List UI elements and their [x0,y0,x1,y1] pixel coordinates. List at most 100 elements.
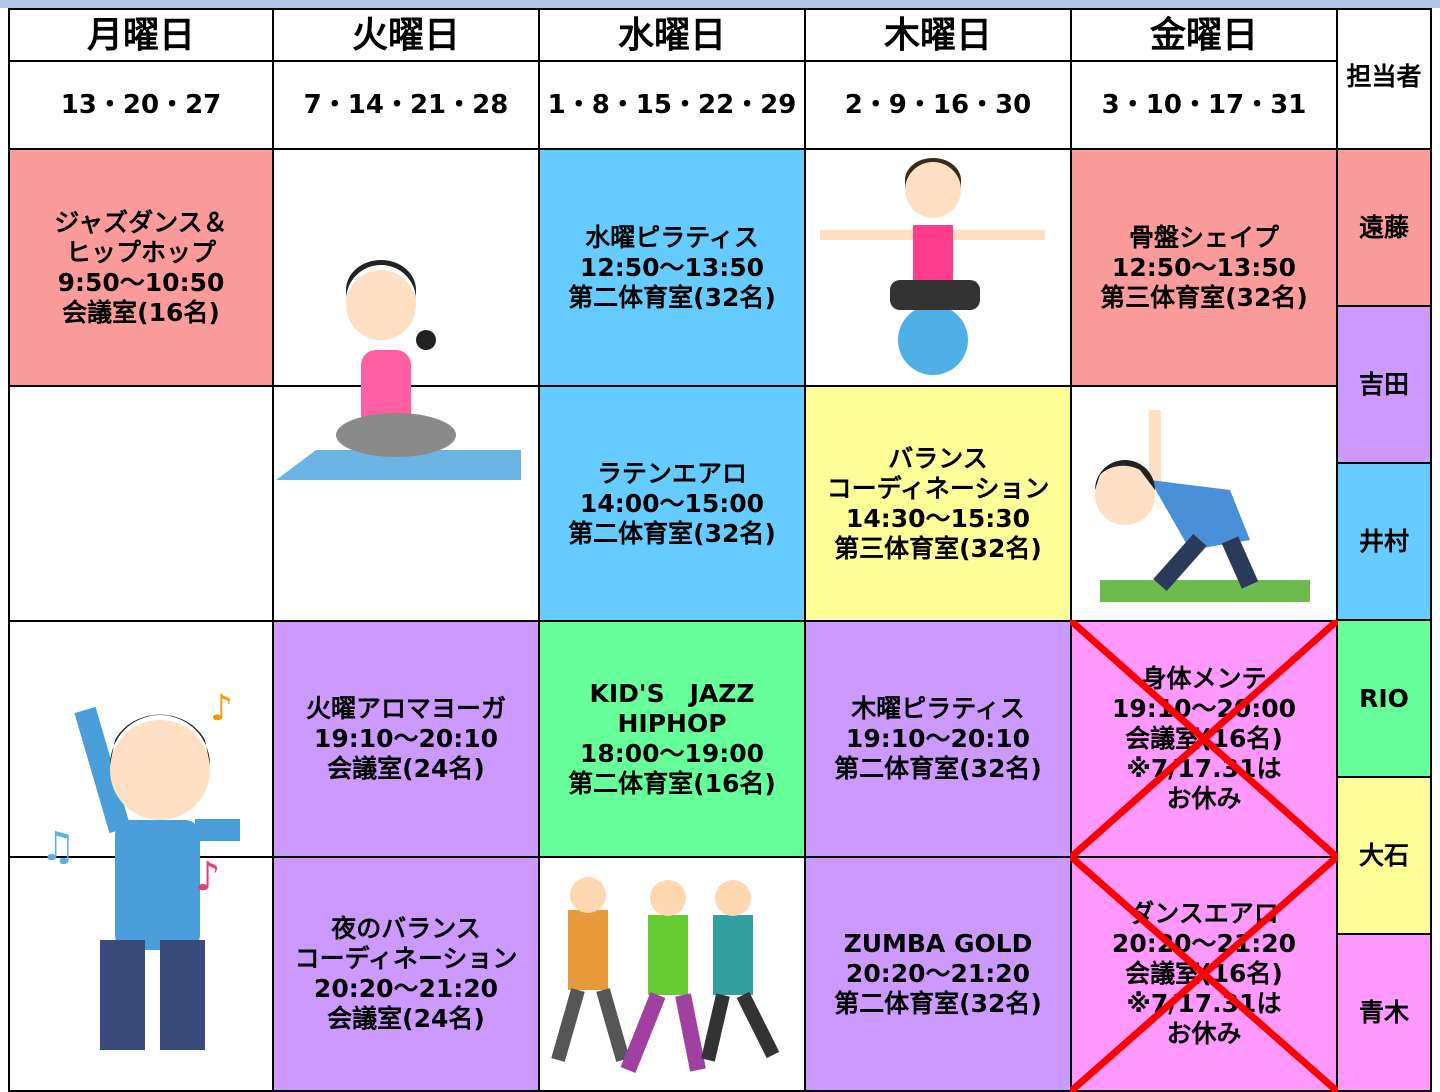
class-cell: 身体メンテ 19:10～20:00 会議室(16名) ※7/17.31は お休み [1070,620,1338,858]
class-text: ダンスエアロ [1129,899,1279,928]
empty-cell [538,856,806,1092]
staff-name: 遠藤 [1358,212,1409,242]
class-text: 14:00～15:00 [579,488,765,518]
staff-name: 青木 [1358,997,1409,1027]
staff-header: 担当者 [1336,8,1432,150]
class-text: 木曜ピラティス [851,694,1025,723]
day-label: 水曜日 [617,15,726,56]
day-header: 水曜日 [538,8,806,64]
class-cell: ZUMBA GOLD 20:20～21:20 第二体育室(32名) [804,856,1072,1092]
empty-cell [804,148,1072,387]
class-text: ラテンエアロ [596,458,747,488]
class-cell: 木曜ピラティス 19:10～20:10 第二体育室(32名) [804,620,1072,858]
staff-name: 大石 [1358,840,1409,870]
staff-name: 井村 [1358,526,1409,556]
empty-cell [272,148,540,387]
class-text: 会議室(16名) [1125,724,1283,753]
class-text: 18:00～19:00 [579,739,765,768]
day-header: 金曜日 [1070,8,1338,64]
day-label: 木曜日 [883,15,992,56]
empty-cell [8,385,274,622]
class-text: コーディネーション [294,944,518,973]
class-cell: 夜のバランス コーディネーション 20:20～21:20 会議室(24名) [272,856,540,1092]
date-label: 7・14・21・28 [303,90,509,120]
class-text: 第二体育室(32名) [568,282,776,312]
class-text: 身体メンテ [1141,664,1267,693]
date-cell: 1・8・15・22・29 [538,60,806,150]
class-text: 第二体育室(32名) [568,518,776,548]
class-text: ジャズダンス＆ [54,207,228,237]
empty-cell [272,385,540,622]
date-cell: 13・20・27 [8,60,274,150]
staff-cell: 遠藤 [1336,148,1432,307]
staff-cell: 青木 [1336,933,1432,1092]
date-label: 3・10・17・31 [1101,90,1307,120]
day-header: 火曜日 [272,8,540,64]
class-text: 9:50～10:50 [57,267,225,297]
class-text: 会議室(16名) [1125,959,1283,988]
class-text: 第二体育室(16名) [568,769,776,798]
class-text: 第三体育室(32名) [1100,282,1308,312]
class-cell: 火曜アロマヨーガ 19:10～20:10 会議室(24名) [272,620,540,858]
class-text: 会議室(24名) [327,1004,485,1033]
date-label: 13・20・27 [60,90,222,120]
staff-cell: 大石 [1336,776,1432,935]
class-text: 第二体育室(32名) [834,989,1042,1018]
class-text: 第二体育室(32名) [834,754,1042,783]
staff-cell: 井村 [1336,462,1432,621]
staff-name: RIO [1359,683,1409,713]
class-text: 20:20～21:20 [845,959,1031,988]
class-text: HIPHOP [617,709,727,738]
staff-cell: 吉田 [1336,305,1432,464]
staff-cell: RIO [1336,619,1432,778]
class-text: 会議室(24名) [327,754,485,783]
top-strip [0,0,1440,8]
empty-cell [8,856,274,1092]
date-cell: 7・14・21・28 [272,60,540,150]
class-text: 12:50～13:50 [1111,252,1297,282]
class-text: 12:50～13:50 [579,252,765,282]
date-label: 1・8・15・22・29 [547,90,797,120]
class-text: 19:10～20:10 [313,724,499,753]
date-cell: 3・10・17・31 [1070,60,1338,150]
date-label: 2・9・16・30 [844,90,1032,120]
staff-name: 吉田 [1358,369,1409,399]
day-header: 月曜日 [8,8,274,64]
class-text: 火曜アロマヨーガ [305,694,506,723]
class-text: ZUMBA GOLD [843,929,1033,958]
day-label: 月曜日 [86,15,195,56]
class-text: 第三体育室(32名) [834,533,1042,563]
class-text: 20:20～21:20 [313,974,499,1003]
class-text: KID'S JAZZ [589,679,755,708]
class-text: 14:30～15:30 [845,503,1031,533]
staff-header-label: 担当者 [1346,62,1422,91]
class-cell: 骨盤シェイプ 12:50～13:50 第三体育室(32名) [1070,148,1338,387]
day-label: 金曜日 [1149,15,1258,56]
class-cell: 水曜ピラティス 12:50～13:50 第二体育室(32名) [538,148,806,387]
day-label: 火曜日 [351,15,460,56]
class-text: お休み [1166,784,1242,813]
empty-cell [1070,385,1338,622]
class-cell: KID'S JAZZ HIPHOP 18:00～19:00 第二体育室(16名) [538,620,806,858]
empty-cell [8,620,274,858]
class-text: コーディネーション [826,473,1050,503]
class-text: ※7/17.31は [1126,754,1282,783]
class-text: 20:20～21:20 [1111,929,1297,958]
class-text: 会議室(16名) [62,297,220,327]
class-text: ※7/17.31は [1126,989,1282,1018]
date-cell: 2・9・16・30 [804,60,1072,150]
class-text: 19:10～20:00 [1111,694,1297,723]
class-cell: バランス コーディネーション 14:30～15:30 第三体育室(32名) [804,385,1072,622]
class-text: 夜のバランス [331,914,481,943]
class-text: ヒップホップ [65,237,216,267]
class-text: 水曜ピラティス [585,222,759,252]
day-header: 木曜日 [804,8,1072,64]
class-text: 骨盤シェイプ [1128,222,1279,252]
class-text: バランス [888,443,988,473]
class-cell: ラテンエアロ 14:00～15:00 第二体育室(32名) [538,385,806,622]
class-text: 19:10～20:10 [845,724,1031,753]
class-cell: ジャズダンス＆ ヒップホップ 9:50～10:50 会議室(16名) [8,148,274,387]
class-cell: ダンスエアロ 20:20～21:20 会議室(16名) ※7/17.31は お休み [1070,856,1338,1092]
class-text: お休み [1166,1019,1242,1048]
